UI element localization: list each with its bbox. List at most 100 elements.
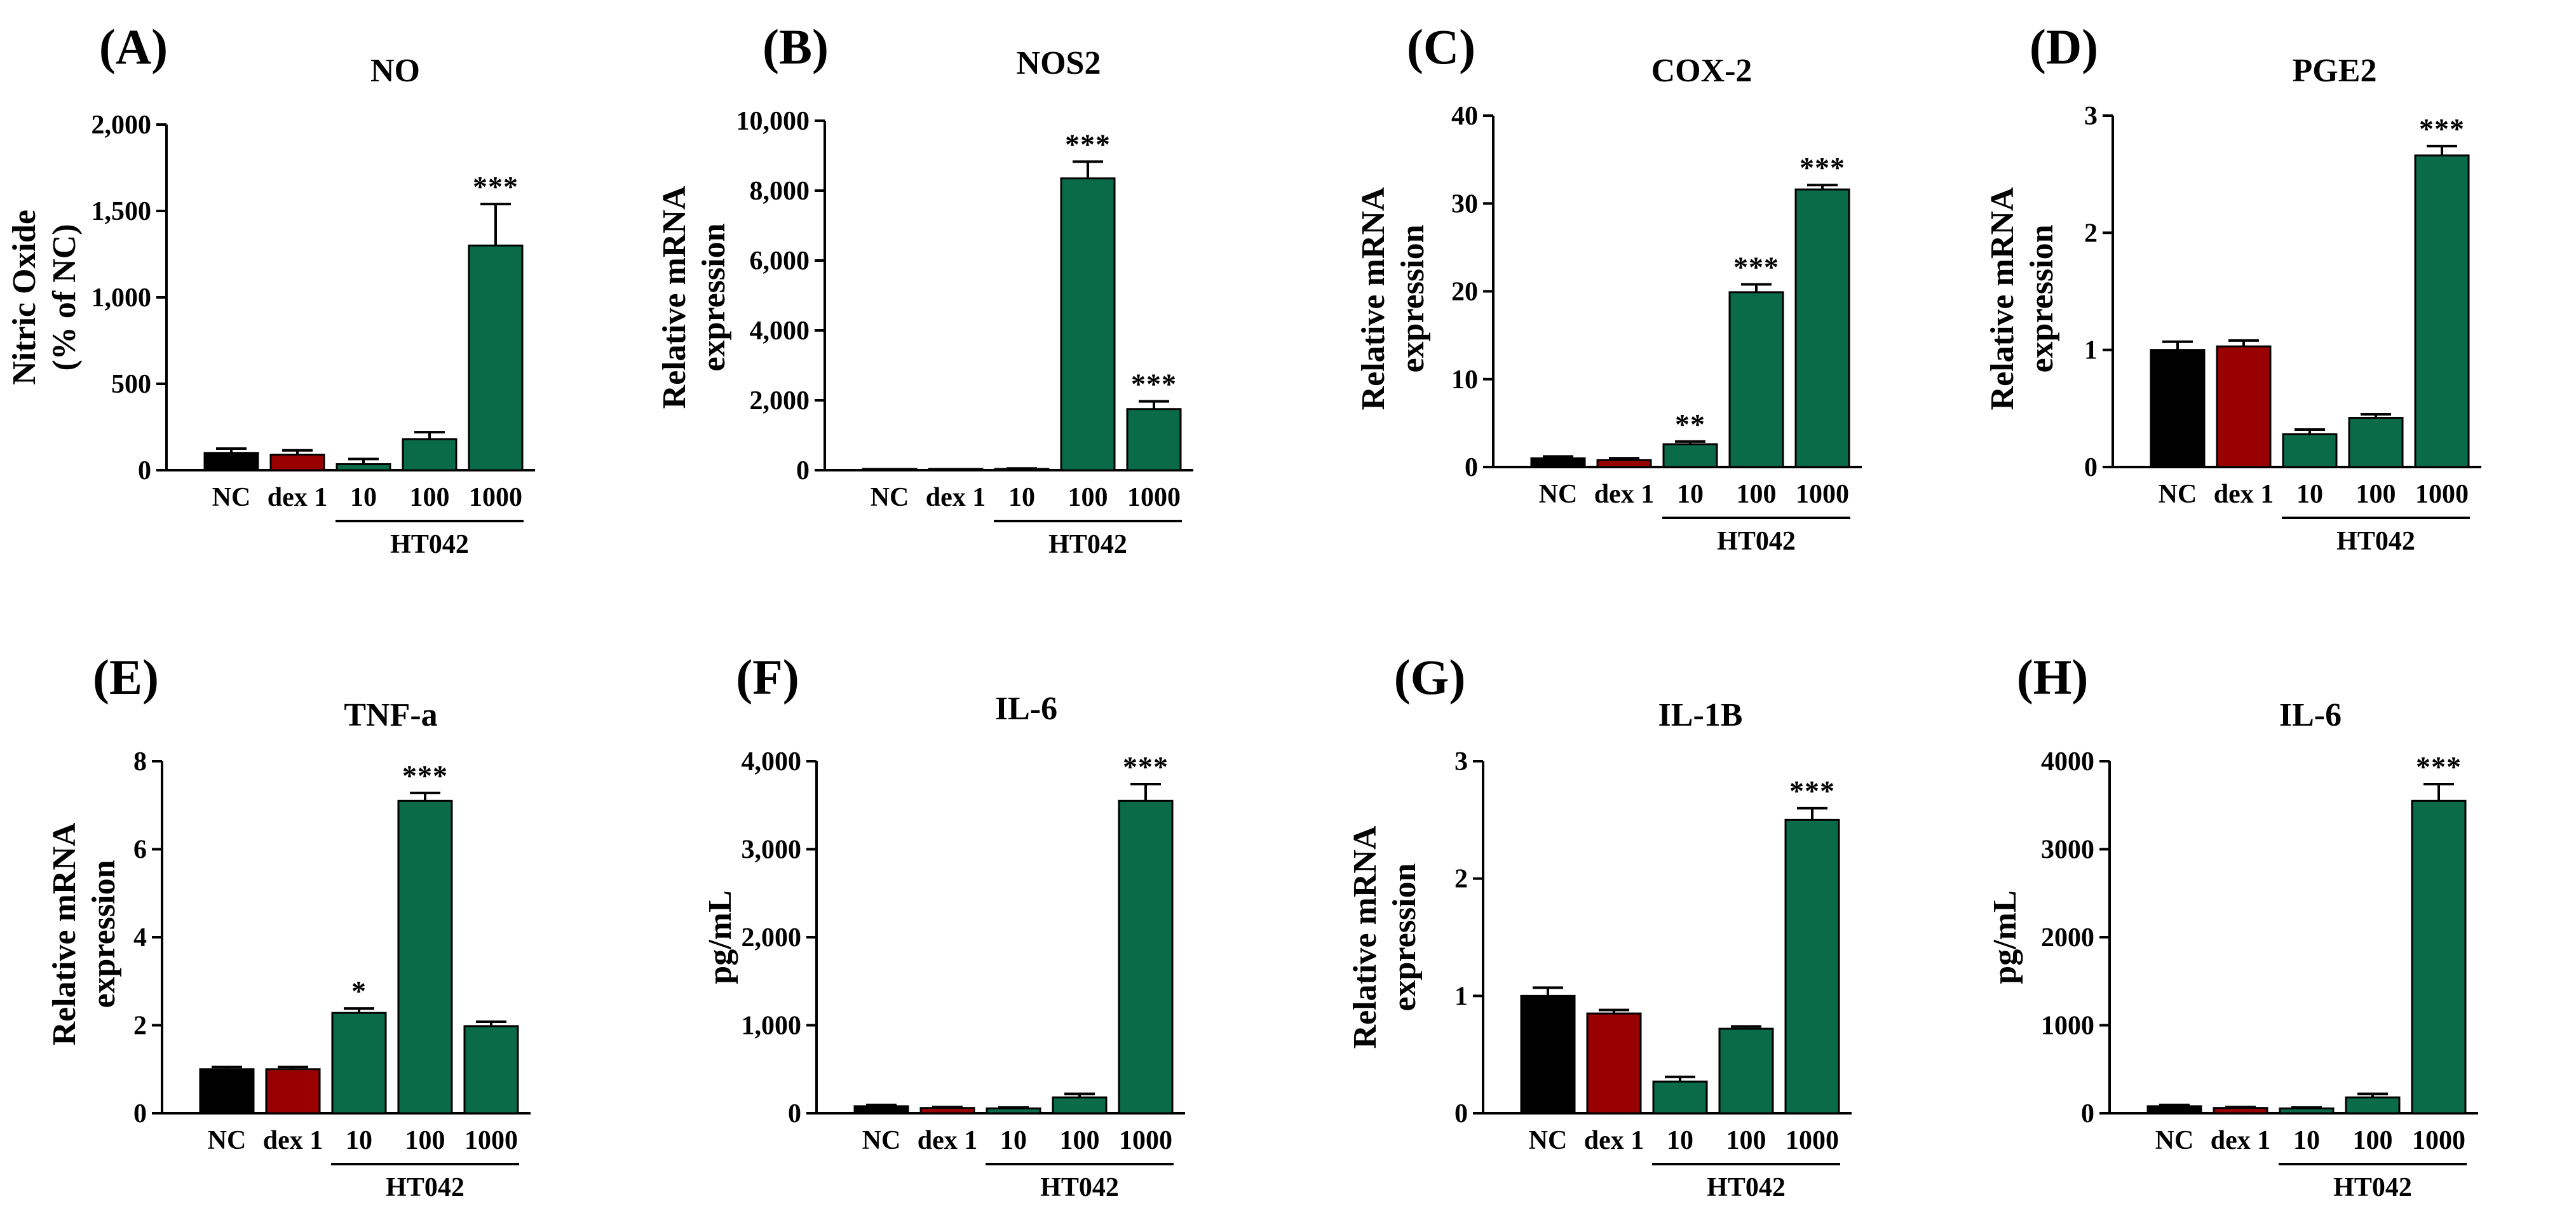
- x-category-label: 1000: [2412, 1126, 2465, 1155]
- bar-1000: [1126, 408, 1182, 471]
- y-tick-label: 3: [1454, 747, 1468, 776]
- x-category-label: 1000: [464, 1126, 518, 1155]
- x-category-label: 10: [1008, 483, 1035, 512]
- panel-letter: (D): [2030, 19, 2098, 74]
- y-tick-label: 3: [2084, 102, 2098, 131]
- panel-letter: (G): [1394, 649, 1466, 705]
- x-category-label: NC: [862, 1126, 901, 1155]
- bar-dex-1: [919, 1107, 975, 1115]
- bar-1000: [2414, 154, 2470, 468]
- bar-1000: [1784, 818, 1840, 1115]
- significance-marker: ***: [2419, 112, 2465, 145]
- x-category-label: NC: [871, 483, 909, 512]
- x-category-label: dex 1: [2211, 1126, 2271, 1155]
- y-tick-label: 8,000: [750, 177, 810, 206]
- significance-marker: ***: [1123, 750, 1169, 783]
- group-label: HT042: [1040, 1173, 1119, 1202]
- y-axis-label-line: Relative mRNA: [656, 186, 693, 409]
- bar-10: [2282, 433, 2338, 468]
- significance-marker: *: [351, 975, 367, 1007]
- y-axis-label-line: Relative mRNA: [46, 822, 83, 1045]
- bar-dex-1: [269, 454, 325, 471]
- bar-NC: [1520, 994, 1576, 1115]
- x-category-label: 1000: [1796, 480, 1849, 509]
- x-category-label: 1000: [1119, 1126, 1172, 1155]
- x-category-label: dex 1: [263, 1126, 323, 1155]
- y-tick-label: 500: [111, 370, 151, 399]
- y-tick-label: 0: [2081, 1099, 2094, 1128]
- panel-letter: (C): [1407, 19, 1475, 74]
- x-category-label: dex 1: [2214, 480, 2274, 509]
- panel-letter: (B): [763, 19, 829, 74]
- y-tick-label: 6: [133, 836, 147, 865]
- x-category-label: 10: [346, 1126, 372, 1155]
- panel-title: IL-6: [995, 691, 1057, 727]
- y-tick-label: 0: [1465, 453, 1478, 482]
- y-axis-label-line: Nitric Oxide: [6, 210, 43, 385]
- y-tick-label: 2,000: [750, 386, 810, 416]
- y-tick-label: 2,000: [742, 923, 802, 952]
- bar-dex-1: [1586, 1012, 1642, 1115]
- x-category-label: dex 1: [268, 483, 328, 512]
- x-category-label: 1000: [1786, 1126, 1839, 1155]
- x-category-label: 1000: [469, 483, 522, 512]
- bar-NC: [199, 1068, 255, 1115]
- significance-marker: ***: [402, 759, 448, 792]
- bar-1000: [468, 244, 524, 471]
- y-tick-label: 1000: [2041, 1012, 2094, 1041]
- bar-100: [1060, 177, 1116, 471]
- panel-title: NOS2: [1017, 45, 1101, 81]
- bar-100: [2345, 1096, 2401, 1115]
- chart-panel-3: (C) COX-2 Relative mRNA expression 0 10 20 30 40…: [1355, 19, 1862, 556]
- y-tick-label: 2: [1454, 865, 1468, 894]
- x-category-label: NC: [2155, 1126, 2194, 1155]
- y-tick-label: 1,000: [742, 1012, 802, 1041]
- panel-title: COX-2: [1651, 53, 1752, 89]
- bar-1000: [1118, 799, 1174, 1115]
- panel-letter: (H): [2017, 649, 2089, 705]
- panel-title: TNF-a: [344, 697, 437, 733]
- significance-marker: ***: [2416, 750, 2462, 783]
- panel-letter: (E): [93, 649, 159, 705]
- bar-NC: [203, 452, 259, 471]
- y-axis-label-line: expression: [1395, 224, 1431, 372]
- bar-10: [986, 1107, 1041, 1115]
- panel-title: IL-6: [2279, 697, 2342, 733]
- panel-letter: (A): [99, 19, 168, 74]
- group-label: HT042: [1048, 530, 1127, 559]
- panel-letter: (F): [736, 649, 799, 705]
- x-category-label: 100: [2353, 1126, 2393, 1155]
- y-tick-label: 4,000: [750, 316, 810, 346]
- x-category-label: 1000: [2415, 480, 2469, 509]
- x-category-label: 100: [405, 1126, 445, 1155]
- group-label: HT042: [1717, 527, 1796, 556]
- panel-title: IL-1B: [1658, 697, 1743, 733]
- bar-NC: [1530, 457, 1586, 468]
- chart-panel-6: (F) IL-6 pg/mL 0 1,000 2,000 3,000 4,000 NC dex 1…: [702, 649, 1185, 1202]
- bar-100: [402, 438, 458, 471]
- bar-dex-1: [2213, 1107, 2268, 1115]
- y-tick-label: 2: [133, 1012, 147, 1041]
- bar-NC: [862, 468, 918, 471]
- y-tick-label: 0: [133, 1099, 147, 1128]
- significance-marker: ***: [1800, 151, 1845, 184]
- y-tick-label: 3000: [2041, 836, 2094, 865]
- y-tick-label: 10,000: [736, 107, 810, 136]
- bar-dex-1: [1596, 459, 1652, 468]
- x-category-label: dex 1: [918, 1126, 978, 1155]
- y-axis-label-line: expression: [1386, 863, 1423, 1011]
- x-category-label: 100: [410, 483, 450, 512]
- group-label: HT042: [386, 1173, 464, 1202]
- group-label: HT042: [2336, 527, 2415, 556]
- chart-panel-1: (A) NO Nitric Oxide (% of NC) 0 500 1,000 1,500…: [6, 19, 535, 559]
- group-label: HT042: [390, 530, 469, 559]
- significance-marker: **: [1675, 408, 1705, 440]
- x-category-label: NC: [1539, 480, 1578, 509]
- y-axis-label-line: Relative mRNA: [1984, 187, 2021, 410]
- x-category-label: 100: [1737, 480, 1777, 509]
- bar-dex-1: [265, 1068, 321, 1115]
- x-category-label: dex 1: [1594, 480, 1655, 509]
- bar-1000: [463, 1025, 519, 1115]
- bar-1000: [2411, 799, 2467, 1115]
